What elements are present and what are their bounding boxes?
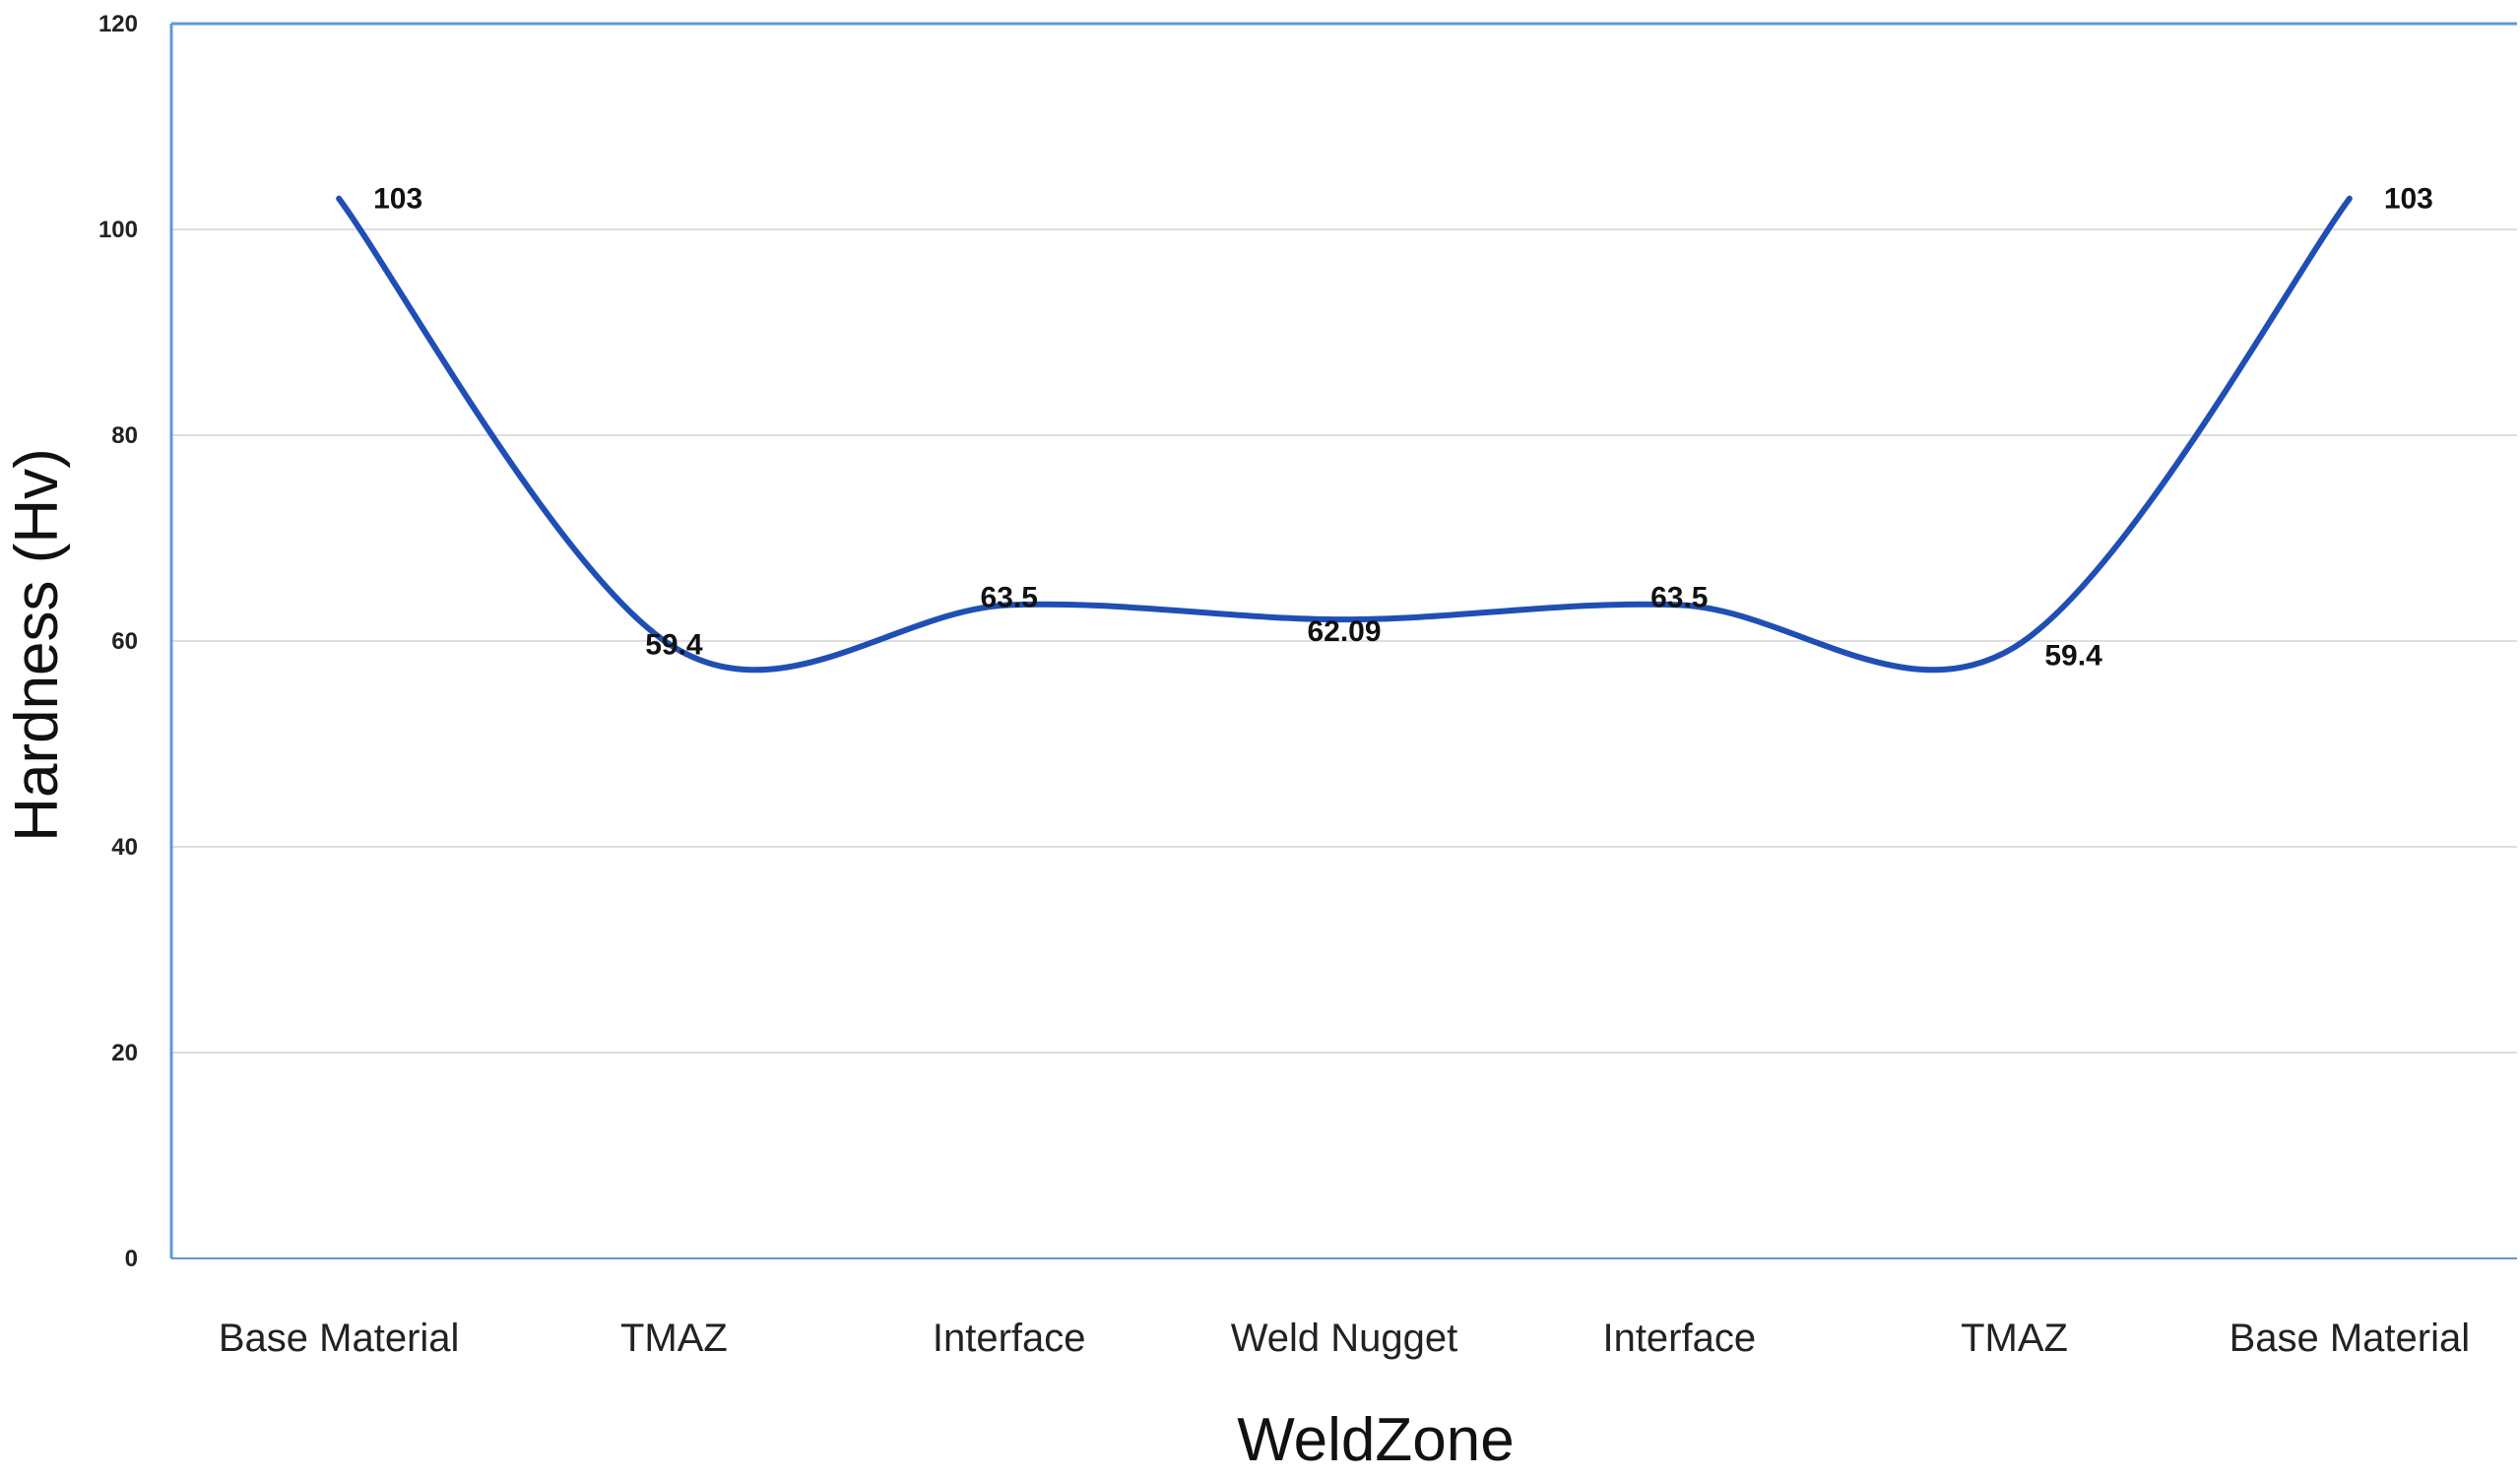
x-tick-labels: Base Material TMAZ Interface Weld Nugget Int… bbox=[219, 1317, 2470, 1360]
y-axis-title: Hardness (Hv) bbox=[3, 448, 71, 842]
data-point bbox=[1677, 603, 1682, 608]
x-tick-label: Base Material bbox=[219, 1317, 460, 1360]
data-point bbox=[337, 196, 342, 201]
y-tick-label: 40 bbox=[111, 834, 138, 861]
x-tick-label: Base Material bbox=[2229, 1317, 2471, 1360]
series-layer bbox=[336, 195, 2353, 674]
y-tick-labels: 0 20 40 60 80 100 120 bbox=[98, 11, 138, 1272]
data-point bbox=[1006, 603, 1011, 608]
series-line bbox=[336, 195, 2353, 674]
data-label: 103 bbox=[373, 183, 422, 216]
x-tick-label: Weld Nugget bbox=[1231, 1317, 1458, 1360]
data-label: 63.5 bbox=[1650, 581, 1708, 613]
x-tick-label: TMAZ bbox=[1961, 1317, 2068, 1360]
y-tick-label: 60 bbox=[111, 628, 138, 655]
data-label: 103 bbox=[2384, 183, 2433, 216]
data-label: 63.5 bbox=[981, 581, 1038, 613]
y-tick-label: 120 bbox=[98, 11, 138, 37]
y-tick-label: 20 bbox=[111, 1040, 138, 1066]
y-tick-label: 100 bbox=[98, 217, 138, 243]
gridlines bbox=[171, 228, 2517, 1054]
data-point bbox=[672, 645, 677, 650]
x-tick-label: Interface bbox=[1602, 1317, 1756, 1360]
y-tick-label: 80 bbox=[111, 422, 138, 449]
data-point bbox=[2347, 196, 2352, 201]
data-label: 59.4 bbox=[645, 628, 703, 661]
data-label: 59.4 bbox=[2044, 639, 2102, 672]
data-point bbox=[1342, 617, 1346, 622]
data-label: 62.09 bbox=[1307, 615, 1381, 648]
axes bbox=[169, 22, 2517, 1259]
data-point bbox=[2012, 645, 2017, 650]
x-axis-title: WeldZone bbox=[1237, 1406, 1514, 1474]
data-labels: 103 59.4 63.5 62.09 63.5 59.4 103 bbox=[373, 183, 2433, 673]
x-tick-label: TMAZ bbox=[620, 1317, 728, 1360]
x-tick-label: Interface bbox=[933, 1317, 1086, 1360]
y-tick-label: 0 bbox=[125, 1246, 138, 1272]
